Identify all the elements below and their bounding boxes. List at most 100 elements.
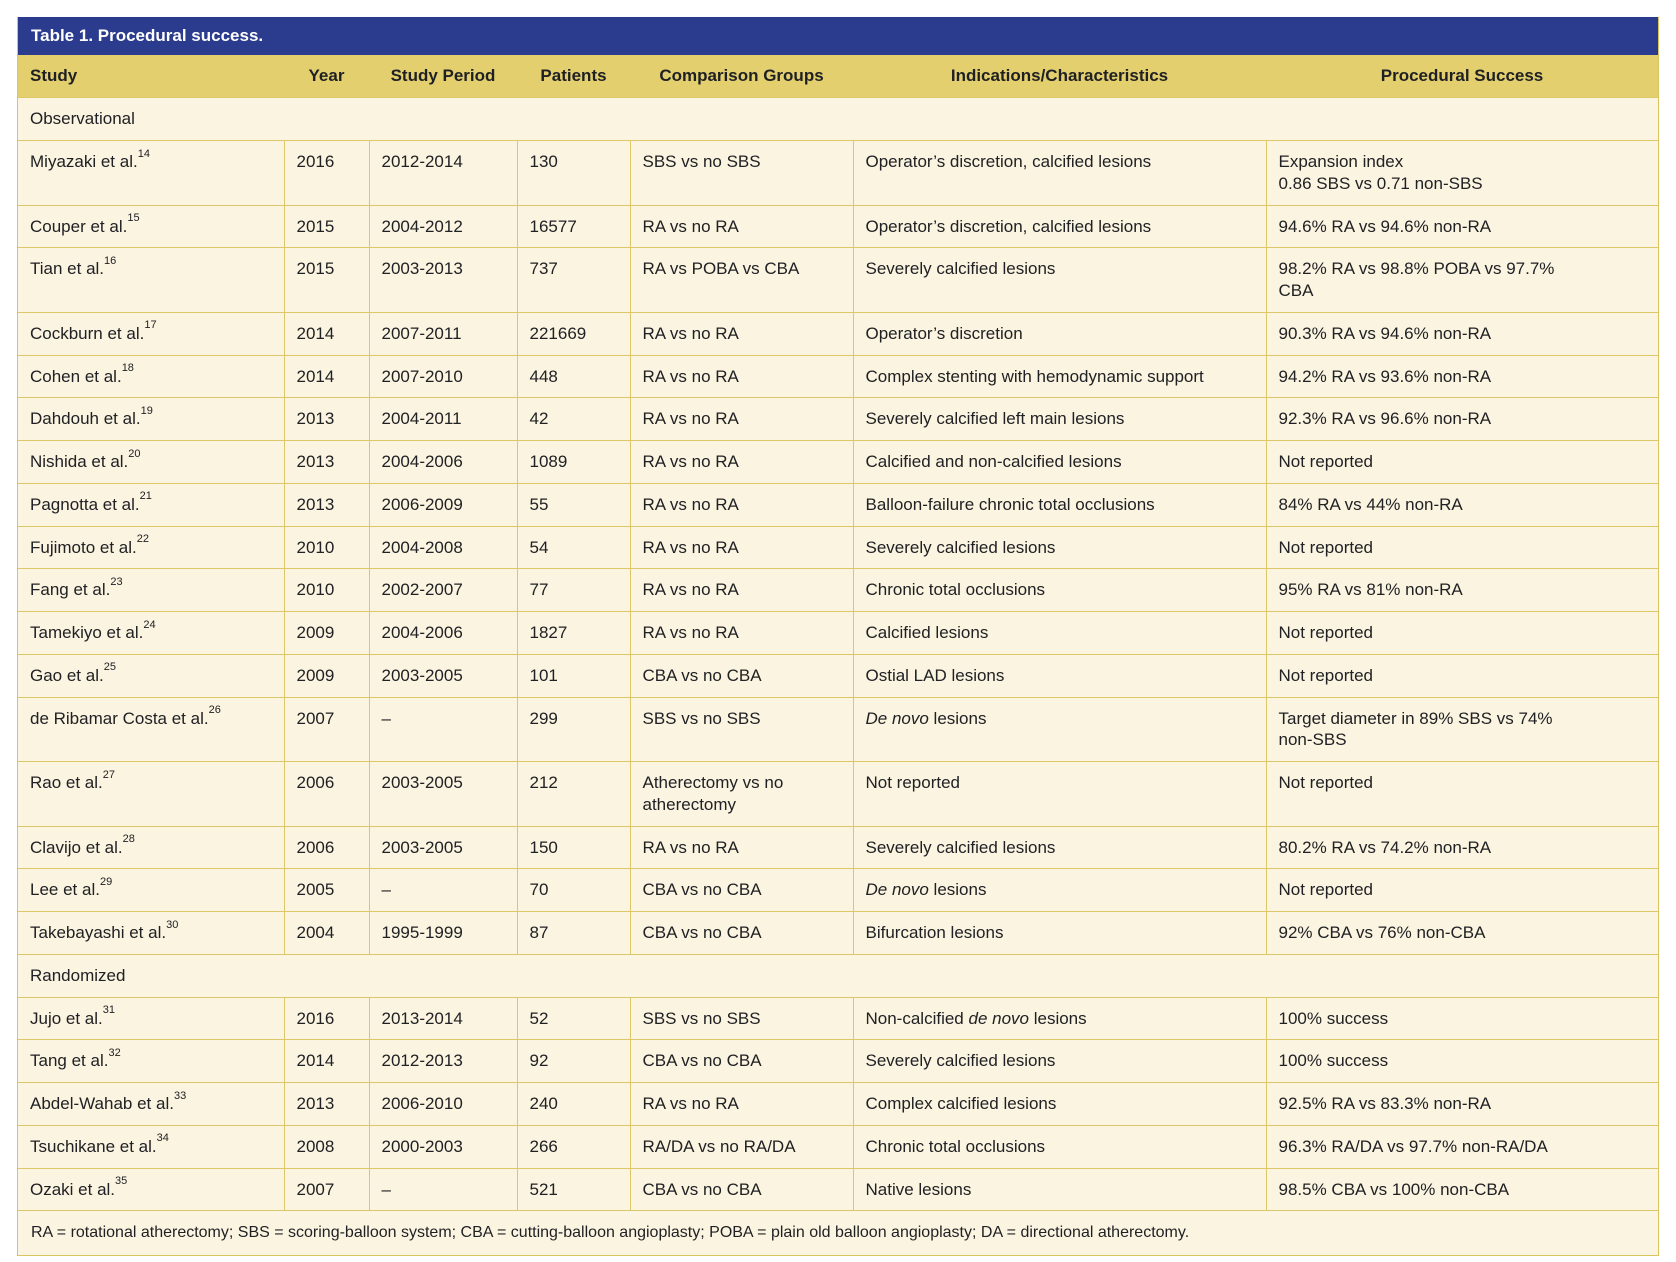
cell-comparison-groups: RA vs no RA xyxy=(629,1082,853,1126)
cell-study-period: – xyxy=(368,868,517,912)
table-title: Table 1. Procedural success. xyxy=(31,26,264,45)
cell-patients: 16577 xyxy=(516,204,630,248)
table-row: Tian et al.16 2015 2003-2013 737 RA vs POBA … xyxy=(18,247,1658,313)
cell-study: Tian et al.16 xyxy=(18,247,284,313)
cell-indications: Severely calcified lesions xyxy=(852,825,1266,869)
cell-study-period: 2004-2008 xyxy=(368,525,517,569)
cell-study: Couper et al.15 xyxy=(18,204,284,248)
cell-procedural-success: Expansion index 0.86 SBS vs 0.71 non-SBS xyxy=(1265,140,1658,206)
cell-procedural-success: 84% RA vs 44% non-RA xyxy=(1265,482,1658,527)
section-label: Observational xyxy=(18,97,1658,141)
cell-procedural-success: Target diameter in 89% SBS vs 74% non-SBS xyxy=(1265,696,1658,762)
cell-comparison-groups: RA vs no RA xyxy=(629,525,853,569)
cell-comparison-groups: RA vs no RA xyxy=(629,311,853,356)
cell-comparison-groups: RA vs no RA xyxy=(629,568,853,612)
cell-year: 2005 xyxy=(283,868,369,912)
reference-superscript: 19 xyxy=(140,404,153,417)
cell-indications: Severely calcified lesions xyxy=(852,525,1266,569)
cell-year: 2004 xyxy=(283,911,369,955)
reference-superscript: 17 xyxy=(144,319,157,332)
cell-study: Abdel-Wahab et al.33 xyxy=(18,1082,284,1126)
column-header-procedural-success: Procedural Success xyxy=(1266,55,1658,98)
cell-study-period: – xyxy=(368,1167,517,1211)
reference-superscript: 30 xyxy=(166,918,179,931)
cell-patients: 266 xyxy=(516,1124,630,1169)
cell-year: 2008 xyxy=(283,1124,369,1169)
column-header-patients: Patients xyxy=(517,55,630,98)
cell-comparison-groups: CBA vs no CBA xyxy=(629,911,853,955)
cell-comparison-groups: CBA vs no CBA xyxy=(629,1167,853,1211)
cell-study: Clavijo et al.28 xyxy=(18,825,284,869)
cell-procedural-success: 96.3% RA/DA vs 97.7% non-RA/DA xyxy=(1265,1124,1658,1169)
cell-patients: 92 xyxy=(516,1039,630,1083)
cell-patients: 54 xyxy=(516,525,630,569)
cell-indications: Operator’s discretion, calcified lesions xyxy=(852,140,1266,206)
cell-year: 2013 xyxy=(283,440,369,484)
reference-superscript: 27 xyxy=(102,768,116,781)
cell-indications: Balloon-failure chronic total occlusions xyxy=(852,482,1266,527)
cell-year: 2009 xyxy=(283,611,369,655)
cell-patients: 240 xyxy=(516,1082,630,1126)
cell-study-period: 2006-2009 xyxy=(368,482,517,527)
cell-patients: 1827 xyxy=(516,611,630,655)
reference-superscript: 25 xyxy=(103,661,116,674)
cell-comparison-groups: RA vs POBA vs CBA xyxy=(629,247,853,313)
reference-superscript: 32 xyxy=(108,1046,121,1059)
cell-indications: Complex stenting with hemodynamic suppor… xyxy=(852,354,1266,398)
reference-superscript: 35 xyxy=(115,1175,128,1188)
cell-patients: 737 xyxy=(516,247,630,313)
cell-study: Dahdouh et al.19 xyxy=(18,397,284,441)
cell-study: Jujo et al.31 xyxy=(18,996,284,1040)
cell-year: 2013 xyxy=(283,397,369,441)
cell-study-period: 2004-2012 xyxy=(368,204,517,248)
reference-superscript: 26 xyxy=(208,704,221,717)
table-row: Cohen et al.18 2014 2007-2010 448 RA vs no R… xyxy=(18,354,1658,398)
cell-indications: Complex calcified lesions xyxy=(852,1082,1266,1126)
section-row: Randomized xyxy=(18,953,1658,998)
cell-study-period: 1995-1999 xyxy=(368,911,517,955)
cell-study-period: 2004-2006 xyxy=(368,440,517,484)
cell-procedural-success: 92.5% RA vs 83.3% non-RA xyxy=(1265,1082,1658,1126)
cell-patients: 212 xyxy=(516,761,630,827)
cell-comparison-groups: RA vs no RA xyxy=(629,825,853,869)
cell-study: Pagnotta et al.21 xyxy=(18,482,284,527)
table-row: Fujimoto et al.22 2010 2004-2008 54 RA vs no… xyxy=(18,525,1658,569)
cell-indications: Severely calcified lesions xyxy=(852,1039,1266,1083)
table-row: Pagnotta et al.21 2013 2006-2009 55 RA vs no… xyxy=(18,482,1658,527)
column-header-study-period: Study Period xyxy=(369,55,517,98)
cell-study: Miyazaki et al.14 xyxy=(18,140,284,206)
cell-procedural-success: 92.3% RA vs 96.6% non-RA xyxy=(1265,397,1658,441)
cell-study: Tang et al.32 xyxy=(18,1039,284,1083)
cell-year: 2016 xyxy=(283,996,369,1040)
cell-procedural-success: 94.2% RA vs 93.6% non-RA xyxy=(1265,354,1658,398)
cell-patients: 42 xyxy=(516,397,630,441)
cell-study: Rao et al.27 xyxy=(18,761,284,827)
cell-patients: 130 xyxy=(516,140,630,206)
reference-superscript: 23 xyxy=(110,575,123,588)
cell-year: 2006 xyxy=(283,761,369,827)
cell-procedural-success: 92% CBA vs 76% non-CBA xyxy=(1265,911,1658,955)
cell-patients: 221669 xyxy=(516,311,630,356)
cell-study: de Ribamar Costa et al.26 xyxy=(18,696,284,762)
cell-study-period: 2003-2005 xyxy=(368,761,517,827)
cell-study: Takebayashi et al.30 xyxy=(18,911,284,955)
cell-indications: Operator’s discretion xyxy=(852,311,1266,356)
cell-study-period: 2003-2013 xyxy=(368,247,517,313)
cell-procedural-success: Not reported xyxy=(1265,761,1658,827)
reference-superscript: 28 xyxy=(122,833,135,846)
cell-procedural-success: 98.2% RA vs 98.8% POBA vs 97.7% CBA xyxy=(1265,247,1658,313)
cell-patients: 87 xyxy=(516,911,630,955)
reference-superscript: 21 xyxy=(139,490,152,503)
column-header-comparison-groups: Comparison Groups xyxy=(630,55,853,98)
cell-indications: Bifurcation lesions xyxy=(852,911,1266,955)
table-row: Tang et al.32 2014 2012-2013 92 CBA vs no CB… xyxy=(18,1039,1658,1083)
cell-procedural-success: Not reported xyxy=(1265,868,1658,912)
cell-indications: Calcified and non-calcified lesions xyxy=(852,440,1266,484)
cell-comparison-groups: SBS vs no SBS xyxy=(629,696,853,762)
table-row: Abdel-Wahab et al.33 2013 2006-2010 240 RA v… xyxy=(18,1082,1658,1126)
table-row: Ozaki et al.35 2007–521 CBA vs no CBA Nativ… xyxy=(18,1167,1658,1211)
cell-indications: Not reported xyxy=(852,761,1266,827)
reference-superscript: 22 xyxy=(136,533,150,546)
table-row: de Ribamar Costa et al.26 2007–299 SBS vs … xyxy=(18,696,1658,762)
cell-procedural-success: Not reported xyxy=(1265,611,1658,655)
